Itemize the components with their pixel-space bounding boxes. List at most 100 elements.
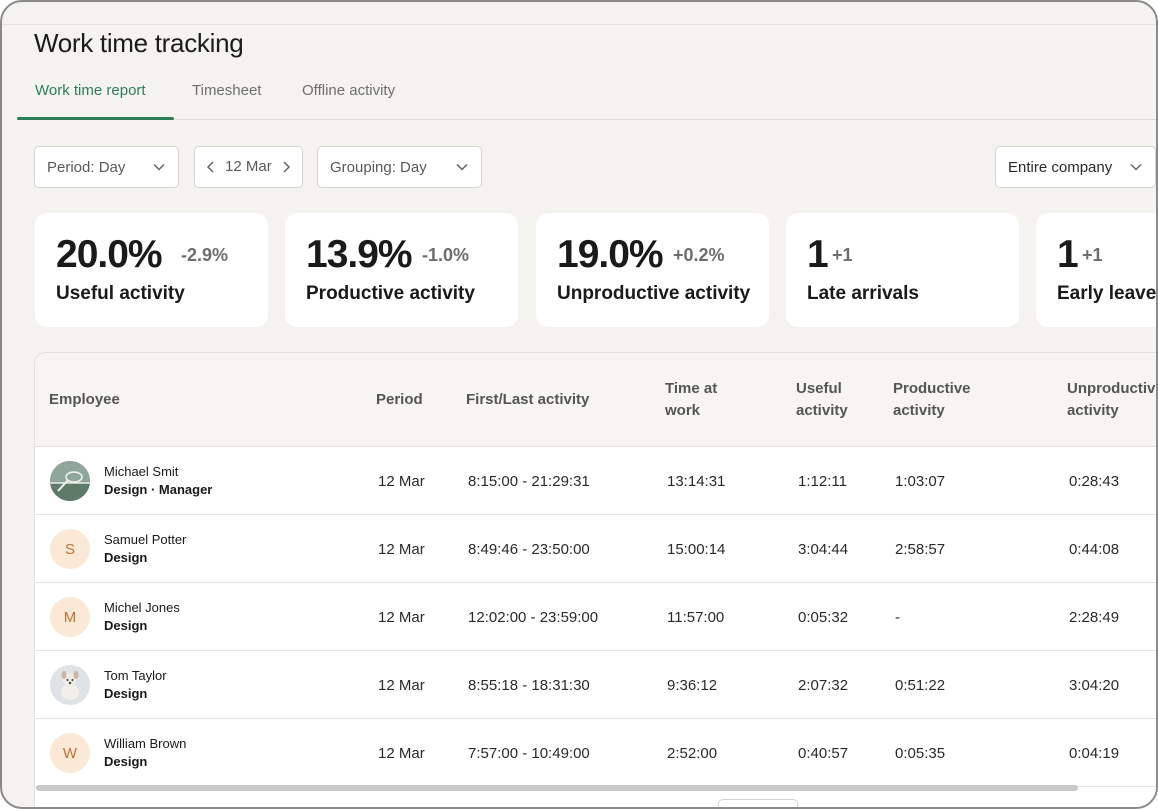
column-header-employee[interactable]: Employee	[49, 391, 120, 408]
stat-delta: +0.2%	[673, 245, 725, 265]
cell-unproductive: 3:04:20	[1069, 676, 1120, 694]
stat-value: 1	[807, 233, 829, 276]
stat-label: Late arrivals	[807, 283, 919, 304]
page-title: Work time tracking	[34, 28, 244, 58]
stat-card-useful-activity: 20.0% -2.9% Useful activity	[35, 213, 268, 327]
cell-period: 12 Mar	[378, 540, 425, 558]
pagination-control[interactable]	[718, 799, 798, 807]
current-date: 12 Mar	[225, 158, 272, 175]
period-select[interactable]: Period: Day	[34, 146, 179, 188]
stat-card-late-arrivals: 1 +1 Late arrivals	[786, 213, 1019, 327]
header-line: activity	[796, 402, 848, 419]
header-line: Productive	[893, 380, 971, 397]
stat-card-unproductive-activity: 19.0% +0.2% Unproductive activity	[536, 213, 769, 327]
cell-period: 12 Mar	[378, 676, 425, 694]
stat-label: Productive activity	[306, 283, 475, 304]
avatar	[50, 665, 90, 705]
employee-name[interactable]: Samuel Potter	[104, 532, 187, 547]
cell-time-at-work: 11:57:00	[667, 608, 725, 626]
cell-unproductive: 2:28:49	[1069, 608, 1120, 626]
cell-useful: 1:12:11	[798, 472, 847, 490]
stat-value: 19.0%	[557, 233, 664, 276]
header-line: Unproductive	[1067, 380, 1158, 397]
table-row[interactable]: Michael Smit Design · Manager 12 Mar 8:1…	[35, 447, 1156, 515]
horizontal-scrollbar[interactable]	[36, 785, 1078, 791]
chevron-right-icon[interactable]	[280, 160, 292, 174]
activity-table: Employee Period First/Last activity Time…	[34, 352, 1158, 807]
stat-delta: +1	[1082, 245, 1103, 265]
stat-card-productive-activity: 13.9% -1.0% Productive activity	[285, 213, 518, 327]
cell-useful: 0:05:32	[798, 608, 849, 626]
employee-role: Design	[104, 550, 148, 565]
table-row[interactable]: S Samuel Potter Design 12 Mar 8:49:46 - …	[35, 515, 1156, 583]
employee-name[interactable]: Michael Smit	[104, 464, 179, 479]
stat-card-early-leaves: 1 +1 Early leaves	[1036, 213, 1158, 327]
avatar	[50, 461, 90, 501]
chevron-left-icon[interactable]	[205, 160, 217, 174]
cell-productive: -	[895, 608, 900, 626]
table-row[interactable]: W William Brown Design 12 Mar 7:57:00 - …	[35, 719, 1156, 787]
column-header-time-at-work[interactable]: Time at work	[665, 378, 717, 422]
cell-first-last: 8:55:18 - 18:31:30	[468, 676, 590, 694]
stat-delta: -2.9%	[181, 245, 229, 265]
employee-name[interactable]: Tom Taylor	[104, 668, 167, 683]
table-row[interactable]: Tom Taylor Design 12 Mar 8:55:18 - 18:31…	[35, 651, 1156, 719]
scope-select-label: Entire company	[1008, 158, 1113, 176]
cell-productive: 0:51:22	[895, 676, 946, 694]
stat-delta: -1.0%	[422, 245, 470, 265]
stat-label: Unproductive activity	[557, 283, 751, 304]
employee-info: Samuel Potter Design	[104, 531, 186, 567]
tab-work-time-report[interactable]: Work time report	[35, 82, 146, 99]
table-row[interactable]: M Michel Jones Design 12 Mar 12:02:00 - …	[35, 583, 1156, 651]
chevron-down-icon	[152, 160, 166, 174]
column-header-first-last[interactable]: First/Last activity	[466, 391, 590, 408]
column-header-useful[interactable]: Useful activity	[796, 378, 848, 422]
cell-first-last: 8:15:00 - 21:29:31	[468, 472, 590, 490]
header-line: activity	[893, 402, 945, 419]
header-line: Time at	[665, 380, 718, 397]
stat-value: 13.9%	[306, 233, 413, 276]
cell-useful: 2:07:32	[798, 676, 849, 694]
employee-name[interactable]: William Brown	[104, 736, 187, 751]
cell-time-at-work: 13:14:31	[667, 472, 726, 490]
employee-name[interactable]: Michel Jones	[104, 600, 180, 615]
header-line: work	[665, 402, 701, 419]
cell-time-at-work: 15:00:14	[667, 540, 726, 558]
stat-label: Early leaves	[1057, 283, 1158, 304]
stat-delta: +1	[832, 245, 853, 265]
column-header-unproductive[interactable]: Unproductive activity	[1067, 378, 1158, 422]
column-header-period[interactable]: Period	[376, 391, 423, 408]
employee-info: Michael Smit Design · Manager	[104, 463, 212, 499]
employee-role: Design · Manager	[104, 482, 213, 497]
cell-useful: 3:04:44	[798, 540, 849, 558]
cell-first-last: 7:57:00 - 10:49:00	[468, 744, 590, 762]
cell-period: 12 Mar	[378, 608, 425, 626]
top-divider	[2, 24, 1156, 25]
grouping-select-label: Grouping: Day	[330, 158, 427, 176]
tab-bar: Work time report Timesheet Offline activ…	[17, 76, 1156, 120]
cell-productive: 2:58:57	[895, 540, 946, 558]
employee-role: Design	[104, 754, 148, 769]
column-header-productive[interactable]: Productive activity	[893, 378, 971, 422]
active-tab-indicator	[17, 117, 174, 120]
cell-productive: 1:03:07	[895, 472, 946, 490]
grouping-select[interactable]: Grouping: Day	[317, 146, 482, 188]
cell-productive: 0:05:35	[895, 744, 946, 762]
header-line: Useful	[796, 380, 842, 397]
header-line: activity	[1067, 402, 1119, 419]
cell-period: 12 Mar	[378, 744, 425, 762]
avatar: W	[50, 733, 90, 773]
avatar: S	[50, 529, 90, 569]
scope-select[interactable]: Entire company	[995, 146, 1156, 188]
cell-period: 12 Mar	[378, 472, 425, 490]
cell-time-at-work: 2:52:00	[667, 744, 718, 762]
cell-time-at-work: 9:36:12	[667, 676, 718, 694]
stat-value: 1	[1057, 233, 1079, 276]
cell-unproductive: 0:44:08	[1069, 540, 1120, 558]
tab-offline-activity[interactable]: Offline activity	[302, 82, 396, 99]
cell-useful: 0:40:57	[798, 744, 849, 762]
tab-timesheet[interactable]: Timesheet	[192, 82, 262, 99]
cell-first-last: 8:49:46 - 23:50:00	[468, 540, 590, 558]
period-select-label: Period: Day	[47, 158, 126, 176]
